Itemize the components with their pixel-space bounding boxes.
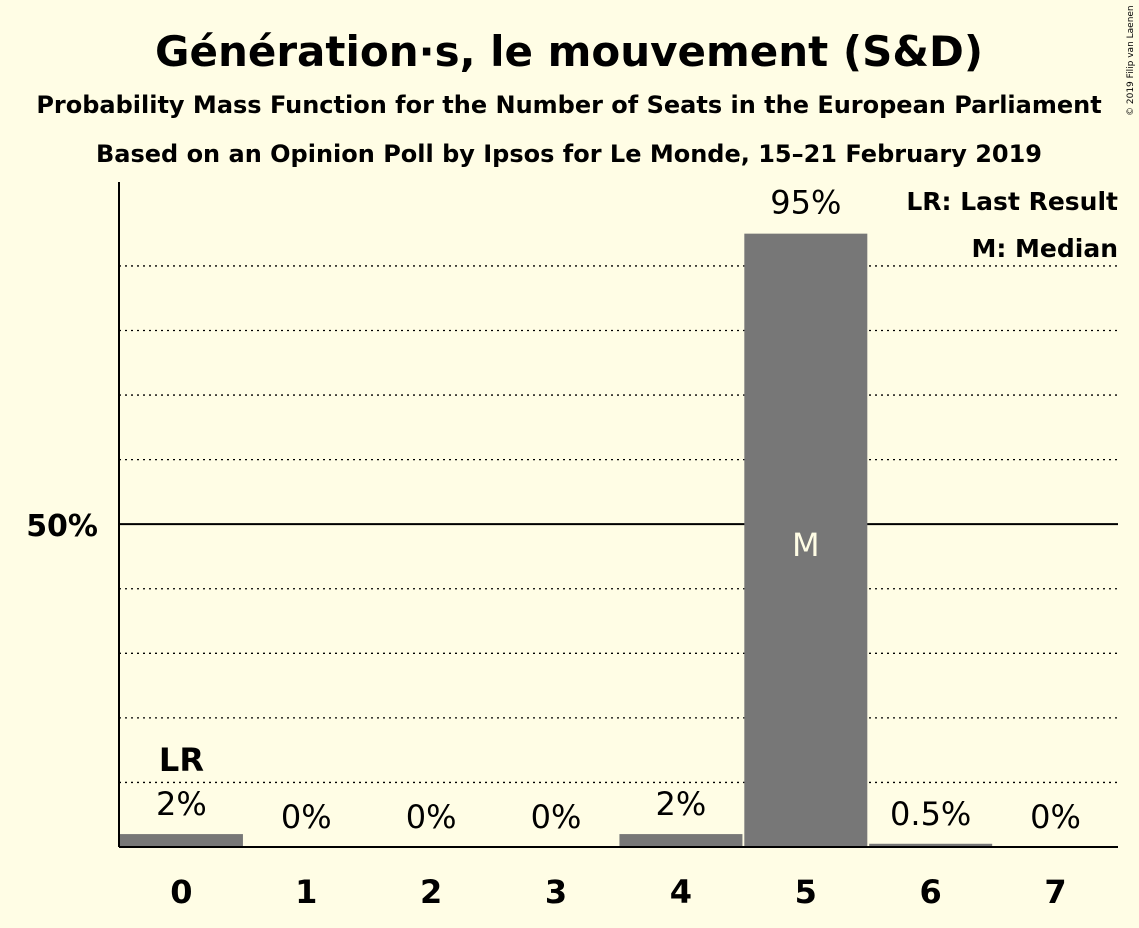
value-label-0: 2% (156, 785, 207, 823)
x-tick-label-4: 4 (670, 873, 692, 911)
x-tick-label-7: 7 (1044, 873, 1066, 911)
bar-4 (619, 834, 743, 847)
value-label-5: 95% (770, 184, 841, 222)
grid-lines (119, 265, 1118, 784)
value-labels: 2% LR 0% 0% 0% 2% 95% M 0.5% 0% (156, 184, 1081, 836)
bars (119, 233, 993, 847)
value-label-4: 2% (656, 785, 707, 823)
last-result-marker: LR (159, 741, 204, 779)
legend-last-result: LR: Last Result (906, 187, 1118, 216)
x-tick-label-0: 0 (170, 873, 192, 911)
value-label-6: 0.5% (890, 795, 971, 833)
chart-title: Génération·s, le mouvement (S&D) (155, 27, 983, 76)
chart-source-line: Based on an Opinion Poll by Ipsos for Le… (96, 140, 1042, 168)
bar-6 (869, 843, 993, 847)
x-tick-label-1: 1 (295, 873, 317, 911)
value-label-1: 0% (281, 798, 332, 836)
x-tick-label-2: 2 (420, 873, 442, 911)
axes: 0 1 2 3 4 5 6 7 (118, 182, 1118, 911)
x-tick-label-5: 5 (795, 873, 817, 911)
y-tick-label-50: 50% (26, 509, 98, 544)
median-marker: M (792, 526, 820, 564)
value-label-2: 0% (406, 798, 457, 836)
x-tick-label-3: 3 (545, 873, 567, 911)
bar-5 (744, 233, 868, 847)
value-label-3: 0% (531, 798, 582, 836)
chart-subtitle: Probability Mass Function for the Number… (36, 91, 1101, 119)
value-label-7: 0% (1030, 798, 1081, 836)
legend-median: M: Median (971, 234, 1118, 263)
copyright-notice: © 2019 Filip van Laenen (1126, 5, 1136, 116)
x-tick-label-6: 6 (920, 873, 942, 911)
bar-0 (119, 834, 243, 847)
